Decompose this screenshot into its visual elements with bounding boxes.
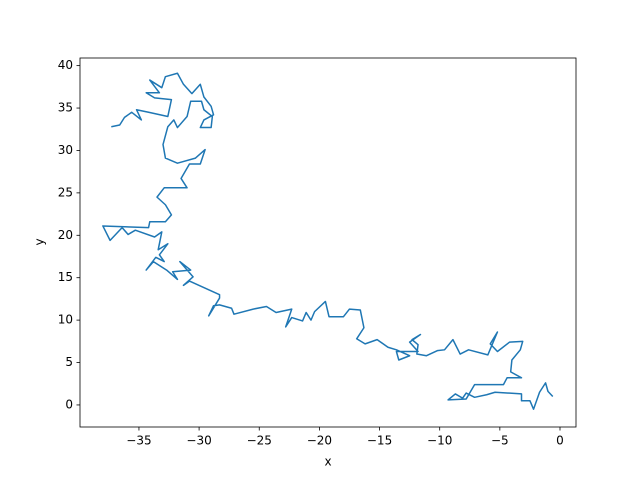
y-tick-label: 20 bbox=[58, 228, 73, 242]
y-tick-label: 35 bbox=[58, 101, 73, 115]
x-tick-label: −10 bbox=[427, 434, 452, 448]
y-tick-label: 10 bbox=[58, 313, 73, 327]
y-tick-label: 25 bbox=[58, 185, 73, 199]
y-tick-label: 40 bbox=[58, 58, 73, 72]
x-tick-label: −15 bbox=[367, 434, 392, 448]
line-series bbox=[102, 72, 554, 410]
y-tick-label: 30 bbox=[58, 143, 73, 157]
y-tick-label: 15 bbox=[58, 270, 73, 284]
axes-frame bbox=[79, 57, 577, 428]
x-tick-label: −5 bbox=[491, 434, 509, 448]
y-tick-label: 0 bbox=[65, 397, 73, 411]
x-axis-label: x bbox=[324, 455, 331, 469]
y-tick-label: 5 bbox=[65, 355, 73, 369]
x-tick-label: −20 bbox=[307, 434, 332, 448]
x-tick-label: 0 bbox=[556, 434, 564, 448]
x-tick-label: −25 bbox=[247, 434, 272, 448]
y-axis-label: y bbox=[33, 238, 47, 245]
x-tick-label: −35 bbox=[126, 434, 151, 448]
x-tick-label: −30 bbox=[186, 434, 211, 448]
plot-area bbox=[102, 72, 554, 410]
